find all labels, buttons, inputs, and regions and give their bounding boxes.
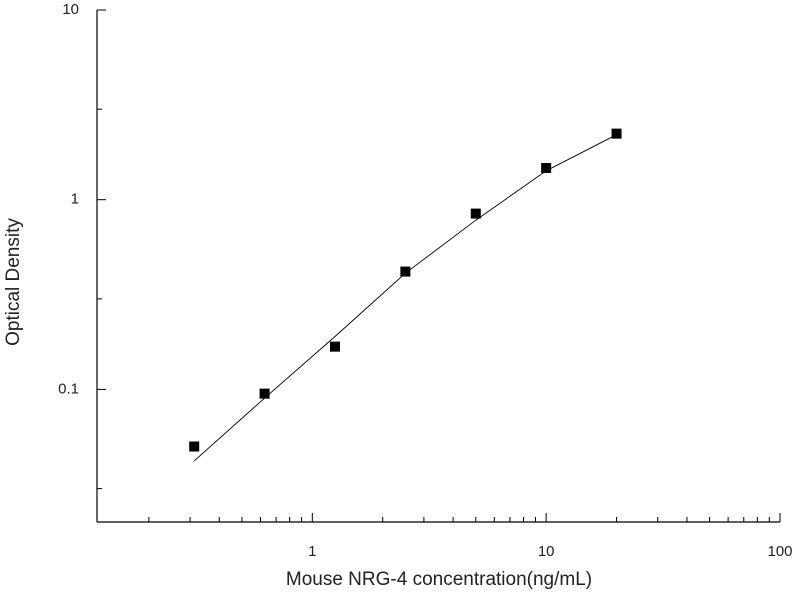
x-tick-label: 1 (308, 543, 316, 560)
data-point (329, 341, 340, 352)
y-axis-label: Optical Density (3, 218, 24, 346)
y-tick-label: 0.1 (58, 380, 79, 397)
y-tick-label: 10 (62, 1, 79, 18)
data-point (400, 266, 411, 277)
x-axis-label: Mouse NRG-4 concentration(ng/mL) (286, 569, 592, 590)
data-point (611, 128, 622, 139)
y-tick-label: 1 (71, 191, 79, 208)
x-tick-label: 10 (538, 543, 555, 560)
data-point (470, 208, 481, 219)
data-point (541, 162, 552, 173)
fit-curve (193, 134, 617, 462)
data-point (259, 388, 270, 399)
data-point (189, 441, 200, 452)
x-tick-label: 100 (767, 543, 792, 560)
